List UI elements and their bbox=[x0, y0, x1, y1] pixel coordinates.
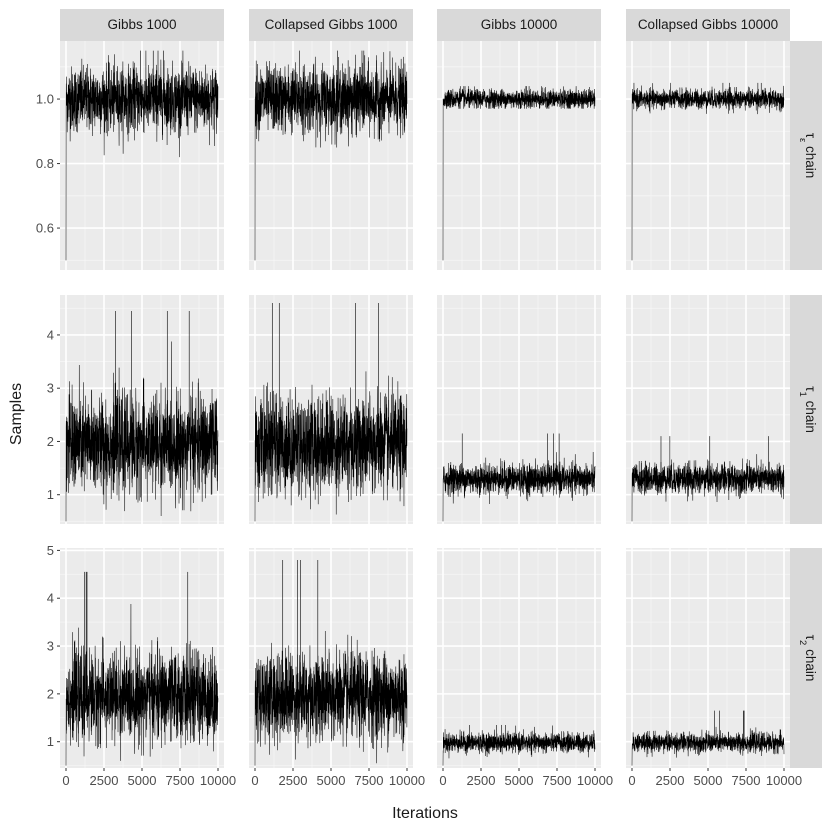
panel bbox=[249, 295, 413, 524]
panel bbox=[437, 41, 601, 270]
y-tick-label: 3 bbox=[47, 639, 54, 654]
row-strip-label: τ1 chain bbox=[798, 386, 819, 433]
y-tick-label: 2 bbox=[47, 686, 54, 701]
column-strip-label: Gibbs 10000 bbox=[481, 17, 558, 32]
row-strip-label: τε chain bbox=[798, 133, 819, 179]
column-strip bbox=[626, 9, 790, 41]
panel bbox=[626, 548, 790, 768]
column-strip bbox=[437, 9, 601, 41]
axes-layer: 0.6 0.8 1.0 1 2 3 4 1 2 3 4 5 0 2500 5000 7500 10000 0 250… bbox=[36, 92, 802, 788]
trace-line bbox=[631, 454, 785, 522]
x-tick-label: 10000 bbox=[200, 773, 236, 788]
x-tick-label: 5000 bbox=[317, 773, 346, 788]
trace-line bbox=[65, 50, 219, 261]
y-tick-label: 2 bbox=[47, 434, 54, 449]
x-tick-label: 0 bbox=[251, 773, 258, 788]
x-tick-label: 5000 bbox=[505, 773, 534, 788]
trace-line bbox=[254, 630, 408, 766]
trace-line bbox=[442, 725, 596, 766]
row-strip bbox=[790, 548, 822, 768]
panel bbox=[437, 295, 601, 524]
x-tick-label: 2500 bbox=[467, 773, 496, 788]
x-tick-label: 0 bbox=[439, 773, 446, 788]
x-tick-label: 10000 bbox=[766, 773, 802, 788]
x-tick-label: 5000 bbox=[694, 773, 723, 788]
y-tick-label: 4 bbox=[47, 327, 54, 342]
x-tick-label: 0 bbox=[62, 773, 69, 788]
x-tick-label: 7500 bbox=[732, 773, 761, 788]
y-tick-label: 3 bbox=[47, 381, 54, 396]
x-tick-label: 7500 bbox=[355, 773, 384, 788]
column-strip-label: Gibbs 1000 bbox=[107, 17, 176, 32]
trace-line bbox=[65, 341, 219, 522]
trace-line bbox=[442, 86, 596, 261]
column-strip-label: Collapsed Gibbs 1000 bbox=[265, 17, 398, 32]
panel bbox=[60, 548, 224, 768]
y-tick-label: 4 bbox=[47, 591, 54, 606]
panel bbox=[249, 548, 413, 768]
y-tick-label: 0.6 bbox=[36, 221, 54, 236]
column-strip-label: Collapsed Gibbs 10000 bbox=[638, 17, 778, 32]
x-tick-label: 0 bbox=[628, 773, 635, 788]
x-tick-label: 7500 bbox=[543, 773, 572, 788]
x-tick-label: 5000 bbox=[128, 773, 157, 788]
panel bbox=[249, 41, 413, 270]
y-tick-label: 5 bbox=[47, 543, 54, 558]
panel-layer bbox=[60, 41, 790, 768]
row-strip bbox=[790, 41, 822, 270]
panel bbox=[60, 295, 224, 524]
trace-line bbox=[631, 726, 785, 766]
column-strip bbox=[60, 9, 224, 41]
x-tick-label: 2500 bbox=[656, 773, 685, 788]
panel bbox=[60, 41, 224, 270]
x-axis-title: Iterations bbox=[392, 805, 458, 822]
row-strip bbox=[790, 295, 822, 524]
y-tick-label: 1 bbox=[47, 487, 54, 502]
x-tick-label: 10000 bbox=[577, 773, 613, 788]
row-strip-label: τ2 chain bbox=[798, 635, 819, 682]
x-tick-label: 10000 bbox=[389, 773, 425, 788]
y-axis-title: Samples bbox=[8, 383, 25, 445]
trace-line bbox=[254, 51, 408, 261]
x-tick-label: 2500 bbox=[279, 773, 308, 788]
strip-layer: Gibbs 1000 Collapsed Gibbs 1000 Gibbs 1000… bbox=[60, 9, 822, 768]
panel bbox=[437, 548, 601, 768]
panel bbox=[626, 41, 790, 270]
trace-line bbox=[65, 604, 219, 766]
trace-line bbox=[631, 82, 785, 261]
x-tick-label: 2500 bbox=[90, 773, 119, 788]
column-strip bbox=[249, 9, 413, 41]
trace-line bbox=[442, 452, 596, 522]
x-tick-label: 7500 bbox=[166, 773, 195, 788]
trace-line bbox=[254, 371, 408, 522]
y-tick-label: 1.0 bbox=[36, 92, 54, 107]
panel bbox=[626, 295, 790, 524]
y-tick-label: 1 bbox=[47, 734, 54, 749]
y-tick-label: 0.8 bbox=[36, 156, 54, 171]
